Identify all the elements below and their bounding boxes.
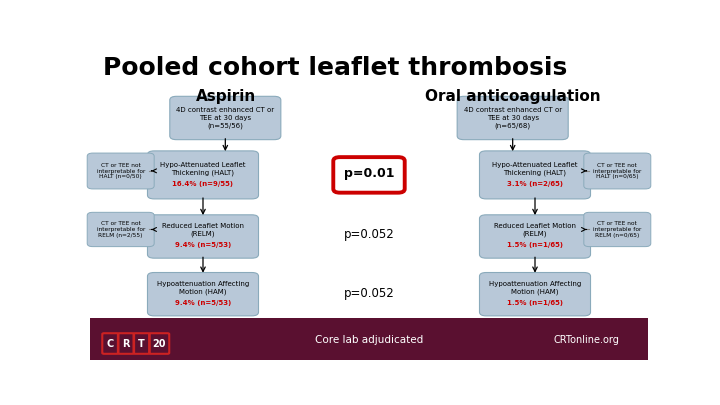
Text: CRTonline.org: CRTonline.org [554,335,619,345]
Text: Pooled cohort leaflet thrombosis: Pooled cohort leaflet thrombosis [104,56,567,81]
FancyBboxPatch shape [457,96,568,140]
Text: 9.4% (n=5/53): 9.4% (n=5/53) [175,300,231,306]
Text: Hypo-Attenuated Leaflet
Thickening (HALT): Hypo-Attenuated Leaflet Thickening (HALT… [492,162,577,176]
Text: 1.5% (n=1/65): 1.5% (n=1/65) [507,242,563,248]
FancyBboxPatch shape [148,273,258,316]
Text: 3.1% (n=2/65): 3.1% (n=2/65) [507,181,563,187]
Text: CT or TEE not
interpretable for
HALT (n=0/65): CT or TEE not interpretable for HALT (n=… [593,163,642,179]
Text: Aspirin: Aspirin [195,89,256,104]
Text: Hypo-Attenuated Leaflet
Thickening (HALT): Hypo-Attenuated Leaflet Thickening (HALT… [161,162,246,176]
FancyBboxPatch shape [148,151,258,199]
Text: CT or TEE not
interpretable for
RELM (n=2/55): CT or TEE not interpretable for RELM (n=… [96,221,145,238]
Text: Hypoattenuation Affecting
Motion (HAM): Hypoattenuation Affecting Motion (HAM) [489,281,581,295]
Text: 1.5% (n=1/65): 1.5% (n=1/65) [507,300,563,306]
Text: Hypoattenuation Affecting
Motion (HAM): Hypoattenuation Affecting Motion (HAM) [157,281,249,295]
Text: C: C [107,339,114,349]
FancyBboxPatch shape [584,212,651,247]
FancyBboxPatch shape [148,215,258,258]
Text: 20: 20 [153,339,166,349]
Text: CT or TEE not
interpretable for
HALT (n=0/50): CT or TEE not interpretable for HALT (n=… [96,163,145,179]
Text: R: R [122,339,130,349]
FancyBboxPatch shape [480,151,590,199]
FancyBboxPatch shape [333,157,405,193]
Bar [90,318,648,360]
Text: 9.4% (n=5/53): 9.4% (n=5/53) [175,242,231,248]
Text: p=0.01: p=0.01 [343,167,395,181]
Text: Reduced Leaflet Motion
(RELM): Reduced Leaflet Motion (RELM) [494,223,576,237]
FancyBboxPatch shape [480,273,590,316]
Text: 16.4% (n=9/55): 16.4% (n=9/55) [173,181,233,187]
FancyBboxPatch shape [584,153,651,189]
Text: p=0.052: p=0.052 [343,228,395,241]
Text: Reduced Leaflet Motion
(RELM): Reduced Leaflet Motion (RELM) [162,223,244,237]
Text: 4D contrast enhanced CT or
TEE at 30 days
(n=55/56): 4D contrast enhanced CT or TEE at 30 day… [176,107,274,129]
FancyBboxPatch shape [87,153,154,189]
Text: T: T [138,339,145,349]
FancyBboxPatch shape [170,96,281,140]
Text: Oral anticoagulation: Oral anticoagulation [425,89,600,104]
Text: 4D contrast enhanced CT or
TEE at 30 days
(n=65/68): 4D contrast enhanced CT or TEE at 30 day… [464,107,562,129]
FancyBboxPatch shape [87,212,154,247]
Text: Core lab adjudicated: Core lab adjudicated [315,335,423,345]
Text: p=0.052: p=0.052 [343,287,395,300]
FancyBboxPatch shape [480,215,590,258]
Text: CT or TEE not
interpretable for
RELM (n=0/65): CT or TEE not interpretable for RELM (n=… [593,221,642,238]
